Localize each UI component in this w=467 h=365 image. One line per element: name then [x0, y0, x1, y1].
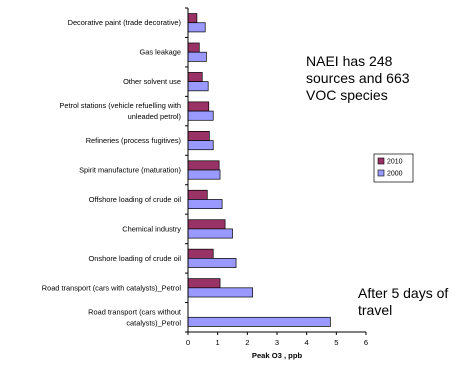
- annotation-text: After 5 days of: [358, 285, 448, 301]
- category-label: Road transport (cars with catalysts)_Pet…: [42, 283, 182, 292]
- bar-2000: [187, 287, 254, 298]
- x-tick-label: 2: [245, 338, 249, 347]
- x-tick-label: 6: [364, 338, 368, 347]
- annotation-text: VOC species: [306, 87, 388, 103]
- bar-2010: [187, 278, 221, 289]
- category-label: Road transport (cars without: [88, 307, 181, 316]
- bar-2010: [187, 72, 203, 82]
- bar-2010: [187, 130, 210, 141]
- bar-2000: [187, 51, 207, 62]
- bar-2000: [187, 22, 206, 33]
- category-labels: Decorative paint (trade decorative) Gas l…: [42, 18, 182, 327]
- bars: [187, 13, 331, 327]
- x-tick-label: 4: [305, 338, 309, 347]
- bar-2000: [187, 258, 237, 268]
- bar-2000: [187, 140, 214, 151]
- bar-2010: [187, 219, 226, 230]
- x-axis-title: Peak O3 , ppb: [252, 351, 303, 360]
- bar-2000: [187, 316, 331, 327]
- x-tick-label: 1: [216, 338, 220, 347]
- category-label: Gas leakage: [140, 48, 182, 57]
- legend-swatch-2000: [377, 169, 385, 177]
- bar-2000: [187, 81, 209, 92]
- legend-label-2010: 2010: [387, 159, 403, 166]
- category-label: Offshore loading of crude oil: [89, 195, 182, 204]
- annotation-text: sources and 663: [306, 70, 410, 86]
- annotation-text: NAEI has 248: [306, 53, 393, 69]
- bar-2010: [187, 13, 198, 24]
- x-axis-ticks: 0 1 2 3 4 5 6: [186, 332, 368, 347]
- category-label: Petrol stations (vehicle refuelling with: [59, 101, 181, 110]
- legend: 2010 2000: [373, 153, 414, 183]
- category-label: Chemical industry: [122, 224, 181, 233]
- bar-2010: [187, 101, 210, 112]
- x-tick-label: 0: [186, 338, 190, 347]
- bar-2000: [187, 228, 233, 239]
- category-label: Refineries (process fugitives): [86, 136, 181, 145]
- category-label: Spirit manufacture (maturation): [79, 166, 181, 175]
- bar-2010: [187, 248, 214, 259]
- annotation-text: travel: [358, 302, 392, 318]
- bar-2010: [187, 42, 200, 53]
- category-label: Other solvent use: [123, 77, 181, 86]
- legend-label-2000: 2000: [387, 171, 403, 178]
- legend-swatch-2010: [377, 157, 385, 165]
- x-tick-label: 3: [275, 338, 279, 347]
- bar-2010: [187, 189, 208, 200]
- bar-2000: [187, 169, 221, 180]
- category-label: Decorative paint (trade decorative): [68, 18, 181, 27]
- y-axis-ticks: [185, 7, 188, 333]
- bar-2000: [187, 110, 214, 121]
- category-label: unleaded petrol): [128, 112, 181, 121]
- category-label: Onshore loading of crude oil: [89, 254, 182, 263]
- x-tick-label: 5: [334, 338, 338, 347]
- bar-2010: [187, 160, 220, 171]
- category-label: catalysts)_Petrol: [126, 318, 181, 327]
- bar-2000: [187, 199, 223, 210]
